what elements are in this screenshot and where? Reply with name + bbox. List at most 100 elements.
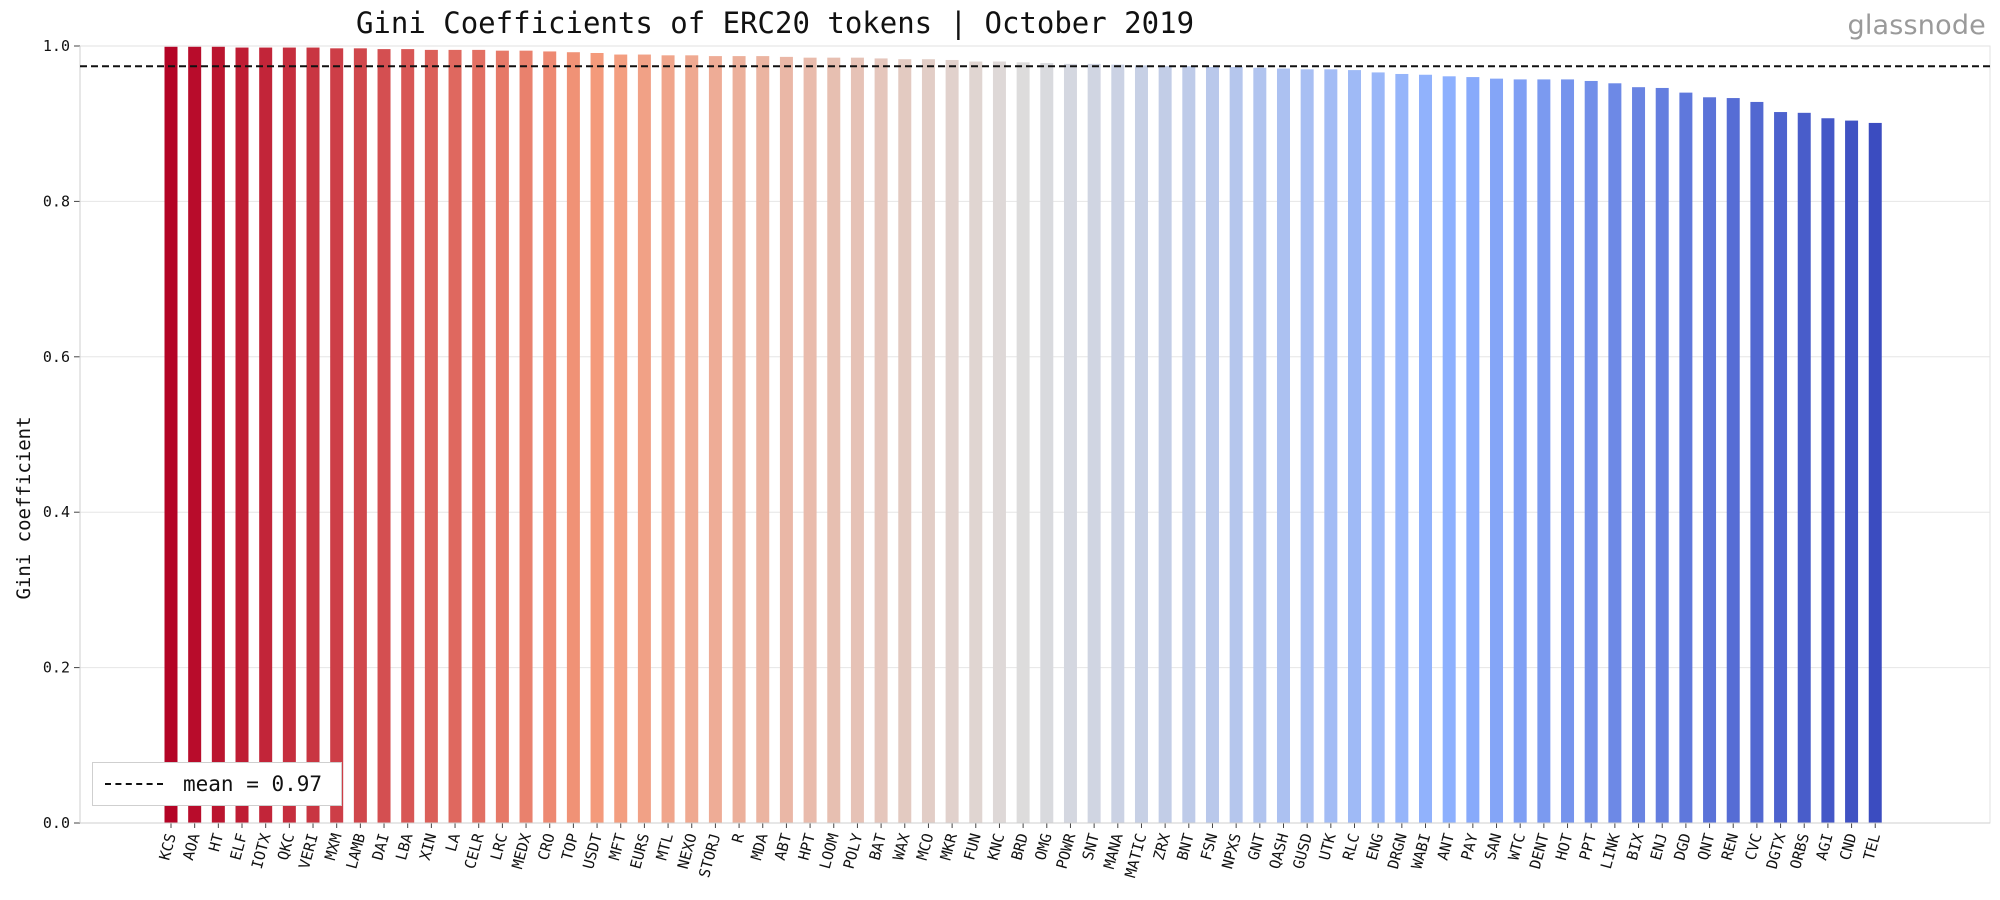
bar-bnt	[1182, 66, 1196, 823]
x-tick-label: DGD	[1670, 831, 1694, 862]
x-tick-label: PPT	[1576, 831, 1600, 862]
legend: mean = 0.97	[92, 762, 342, 806]
x-tick-label: VERI	[295, 831, 322, 871]
bar-cvc	[1750, 101, 1764, 824]
bar-kcs	[164, 46, 178, 824]
bar-celr	[472, 49, 486, 823]
legend-label: mean = 0.97	[183, 772, 323, 796]
bar-ht	[211, 46, 225, 824]
x-tick-label: MANA	[1100, 831, 1127, 871]
x-tick-label: LOOM	[816, 831, 843, 871]
x-tick-label: AOA	[179, 831, 203, 862]
x-tick-label: REN	[1718, 831, 1742, 862]
x-tick-label: UTK	[1315, 831, 1339, 862]
x-tick-label: CND	[1836, 831, 1860, 862]
x-tick-label: CVC	[1741, 831, 1765, 862]
x-tick-label: USDT	[579, 831, 606, 871]
bar-wax	[898, 59, 912, 824]
bar-elf	[235, 47, 249, 823]
x-tick-label: AGI	[1812, 831, 1836, 862]
x-tick-label: MFT	[605, 831, 629, 862]
brand-logo: glassnode	[1847, 10, 1986, 41]
bar-tel	[1868, 122, 1882, 824]
bar-cro	[543, 51, 557, 823]
x-tick-label: FSN	[1197, 831, 1221, 862]
bar-matic	[1134, 65, 1148, 824]
bar-storj	[708, 56, 722, 823]
y-tick-label: 0.0	[43, 814, 70, 832]
bar-eng	[1371, 72, 1385, 824]
x-tick-label: DAI	[368, 831, 392, 862]
x-tick-label: MTL	[653, 831, 677, 862]
x-tick-label: WABI	[1408, 831, 1435, 871]
bar-snt	[1087, 63, 1101, 824]
bar-aoa	[188, 46, 202, 824]
y-tick-label: 1.0	[43, 37, 70, 55]
bars	[164, 46, 1882, 824]
bar-brd	[1016, 62, 1030, 823]
x-tick-label: SAN	[1481, 831, 1505, 862]
x-tick-label: DGTX	[1763, 831, 1790, 871]
bar-ppt	[1584, 80, 1598, 824]
bar-bat	[874, 58, 888, 823]
x-tick-label: CELR	[461, 830, 488, 870]
bar-knc	[992, 61, 1006, 824]
x-tick-label: XIN	[416, 831, 440, 862]
bar-fsn	[1205, 66, 1219, 823]
bar-xin	[424, 49, 438, 823]
x-tick-label: LBA	[392, 831, 416, 862]
bar-san	[1490, 78, 1504, 823]
bar-cnd	[1845, 120, 1859, 824]
bar-qkc	[282, 47, 296, 823]
x-tick-label: KNC	[984, 831, 1008, 862]
bar-veri	[306, 47, 320, 823]
x-tick-label: QASH	[1266, 831, 1293, 871]
x-tick-label: WAX	[889, 831, 913, 862]
x-tick-label: ABT	[771, 831, 795, 862]
bar-gnt	[1253, 67, 1267, 824]
x-tick-label: LAMB	[342, 831, 369, 871]
x-tick-label: NEXO	[674, 831, 701, 871]
x-tick-label: TOP	[558, 831, 582, 862]
bar-omg	[1040, 63, 1054, 824]
x-tick-label: POWR	[1053, 830, 1080, 870]
x-tick-label: TEL	[1860, 831, 1884, 862]
x-tick-label: MCO	[913, 831, 937, 862]
bar-ant	[1442, 76, 1456, 824]
bar-gusd	[1300, 69, 1314, 823]
bar-drgn	[1395, 73, 1409, 824]
x-tick-label: GNT	[1244, 831, 1268, 862]
bar-bix	[1632, 87, 1646, 823]
x-tick-label: ANT	[1434, 831, 1458, 862]
x-tick-label: LRC	[487, 831, 511, 862]
x-tick-label: LA	[442, 831, 464, 853]
bar-eurs	[637, 54, 651, 824]
x-tick-label: FUN	[960, 831, 984, 862]
x-tick-label: IOTX	[248, 831, 275, 871]
legend-dashed-line	[105, 783, 163, 785]
bar-top	[566, 52, 580, 823]
x-tick-label: HT	[205, 831, 227, 853]
x-tick-label: HOT	[1552, 831, 1576, 862]
bar-usdt	[590, 52, 604, 824]
bar-mco	[921, 59, 935, 824]
x-tick-label: MKR	[937, 830, 962, 862]
x-tick-label: DRGN	[1384, 831, 1411, 871]
x-tick-label: HPT	[795, 831, 819, 862]
bar-npxs	[1229, 66, 1243, 823]
bar-fun	[969, 61, 983, 824]
x-tick-label: BNT	[1173, 831, 1197, 862]
bar-dai	[377, 49, 391, 823]
bar-agi	[1821, 118, 1835, 824]
bar-wtc	[1513, 79, 1527, 823]
bar-ren	[1726, 98, 1740, 823]
bar-mft	[614, 54, 628, 824]
x-tick-label: GUSD	[1289, 831, 1316, 871]
x-tick-label: RLC	[1339, 831, 1363, 862]
y-tick-label: 0.2	[43, 659, 70, 677]
y-tick-label: 0.8	[43, 192, 70, 210]
x-tick-label: PAY	[1457, 831, 1481, 862]
bar-link	[1608, 83, 1622, 823]
bar-dent	[1537, 79, 1551, 823]
